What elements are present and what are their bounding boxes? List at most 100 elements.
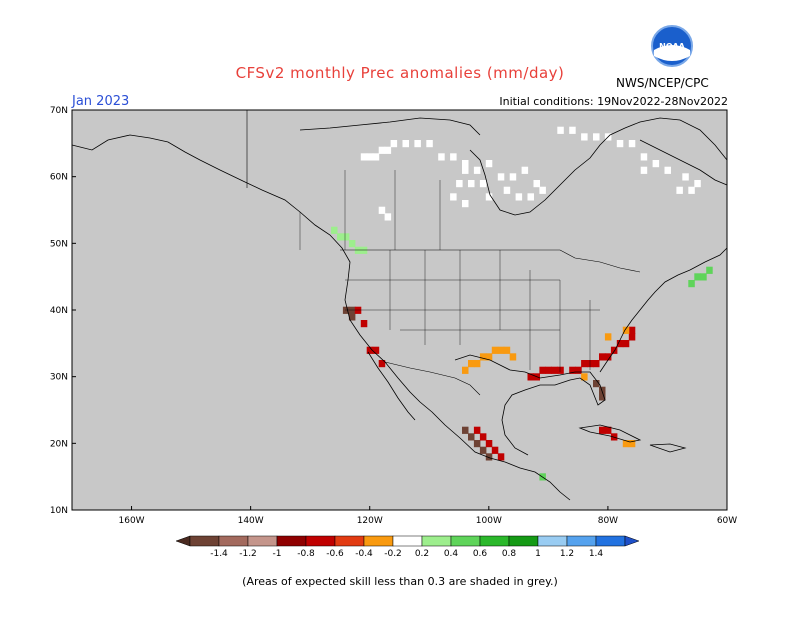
colorbar-swatch — [189, 535, 220, 547]
anomaly-cell — [569, 126, 576, 134]
anomaly-cell — [426, 140, 433, 148]
arctic-coastline — [299, 117, 481, 136]
anomaly-cell — [390, 140, 398, 148]
anomaly-cell — [581, 133, 588, 141]
lat-tick-label: 70N — [50, 106, 68, 116]
anomaly-cell — [622, 326, 630, 334]
anomaly-cell — [468, 180, 475, 188]
anomaly-cell — [473, 426, 481, 434]
anomaly-cell — [378, 146, 386, 154]
colorbar-swatch — [334, 535, 365, 547]
skill-footnote: (Areas of expected skill less than 0.3 a… — [242, 575, 558, 588]
anomaly-cell — [491, 446, 499, 454]
colorbar-max-arrow — [624, 535, 640, 547]
colorbar-label: 0.6 — [473, 549, 488, 559]
anomaly-cell — [348, 313, 356, 321]
anomaly-cell — [372, 346, 380, 354]
colorbar-swatch — [247, 535, 278, 547]
anomaly-cell — [485, 440, 493, 448]
anomaly-cell — [485, 193, 493, 201]
colorbar-label: -1 — [273, 549, 282, 559]
lon-tick-label: 100W — [476, 516, 502, 526]
colorbar-label: 1.4 — [589, 549, 604, 559]
colorbar-swatch — [276, 535, 307, 547]
anomaly-cell — [473, 360, 481, 368]
anomaly-cell — [599, 426, 606, 434]
anomaly-cell — [599, 386, 606, 394]
anomaly-cell — [450, 153, 457, 161]
anomaly-cell — [366, 346, 374, 354]
colorbar-swatch — [305, 535, 336, 547]
anomaly-cell — [569, 366, 576, 374]
anomaly-cell — [509, 173, 517, 181]
anomaly-cell — [503, 346, 511, 354]
anomaly-cell — [521, 166, 529, 174]
province-borders — [299, 170, 441, 250]
anomaly-cell — [515, 193, 523, 201]
colorbar-swatch — [392, 535, 423, 547]
anomaly-cell — [628, 326, 636, 334]
anomaly-cell — [604, 426, 612, 434]
anomaly-cell — [688, 280, 695, 288]
noaa-logo-text: NOAA — [659, 42, 685, 51]
anomaly-cell — [676, 186, 683, 194]
anomaly-cell — [378, 360, 386, 368]
agency-label: NWS/NCEP/CPC — [616, 76, 709, 90]
anomaly-cell — [610, 346, 618, 354]
lat-tick-label: 20N — [50, 439, 68, 449]
anomaly-cell — [557, 126, 564, 134]
east-coastline — [599, 247, 728, 373]
state-borders — [345, 250, 600, 372]
anomaly-region-dry-mexico-red — [473, 426, 505, 461]
anomaly-cell — [462, 366, 469, 374]
anomaly-cell — [354, 306, 362, 314]
greenland-coastline — [639, 139, 728, 186]
colorbar-swatch — [566, 535, 597, 547]
anomaly-region-dry-california-red — [354, 306, 386, 368]
anomaly-cell — [479, 446, 487, 454]
anomaly-cell — [360, 320, 368, 328]
anomaly-cell — [628, 333, 636, 341]
anomaly-cell — [497, 173, 505, 181]
anomaly-cell — [438, 153, 445, 161]
anomaly-cell — [366, 153, 374, 161]
anomaly-cell — [575, 366, 582, 374]
anomaly-cell — [539, 186, 546, 194]
anomaly-cell — [652, 160, 660, 168]
anomaly-region-dry-caribbean-orange — [622, 440, 636, 448]
anomaly-cell — [462, 160, 469, 168]
anomaly-cell — [604, 353, 612, 361]
lat-tick-label: 30N — [50, 373, 68, 383]
anomaly-cell — [468, 433, 475, 441]
anomaly-cell — [587, 360, 594, 368]
anomaly-cell — [331, 226, 338, 234]
colorbar-label: 1 — [535, 549, 541, 559]
anomaly-cell — [593, 360, 600, 368]
anomaly-cell — [640, 153, 648, 161]
anomaly-cell — [581, 360, 588, 368]
anomaly-cell — [539, 366, 546, 374]
lon-tick-label: 60W — [717, 516, 737, 526]
forecast-month: Jan 2023 — [72, 94, 130, 109]
initial-conditions: Initial conditions: 19Nov2022-28Nov2022 — [499, 95, 728, 108]
lat-tick-label: 60N — [50, 173, 68, 183]
colorbar-swatch — [508, 535, 539, 547]
anomaly-cell — [628, 140, 636, 148]
colorbar-swatch — [479, 535, 510, 547]
colorbar-label: 0.4 — [444, 549, 459, 559]
anomaly-cell — [360, 153, 368, 161]
anomaly-cell — [622, 340, 630, 348]
anomaly-region-dry-mexico — [462, 426, 493, 461]
anomaly-cell — [497, 453, 505, 461]
colorbar-min-arrow — [175, 535, 191, 547]
lon-tick-label: 120W — [357, 516, 383, 526]
anomaly-cell — [694, 273, 701, 281]
anomaly-cell — [485, 160, 493, 168]
hudson-bay-coastline — [469, 117, 728, 216]
anomaly-cell — [485, 353, 493, 361]
colorbar-swatch — [421, 535, 452, 547]
gulf-coastline — [454, 354, 606, 456]
anomaly-cell — [468, 360, 475, 368]
anomaly-cell — [616, 340, 624, 348]
